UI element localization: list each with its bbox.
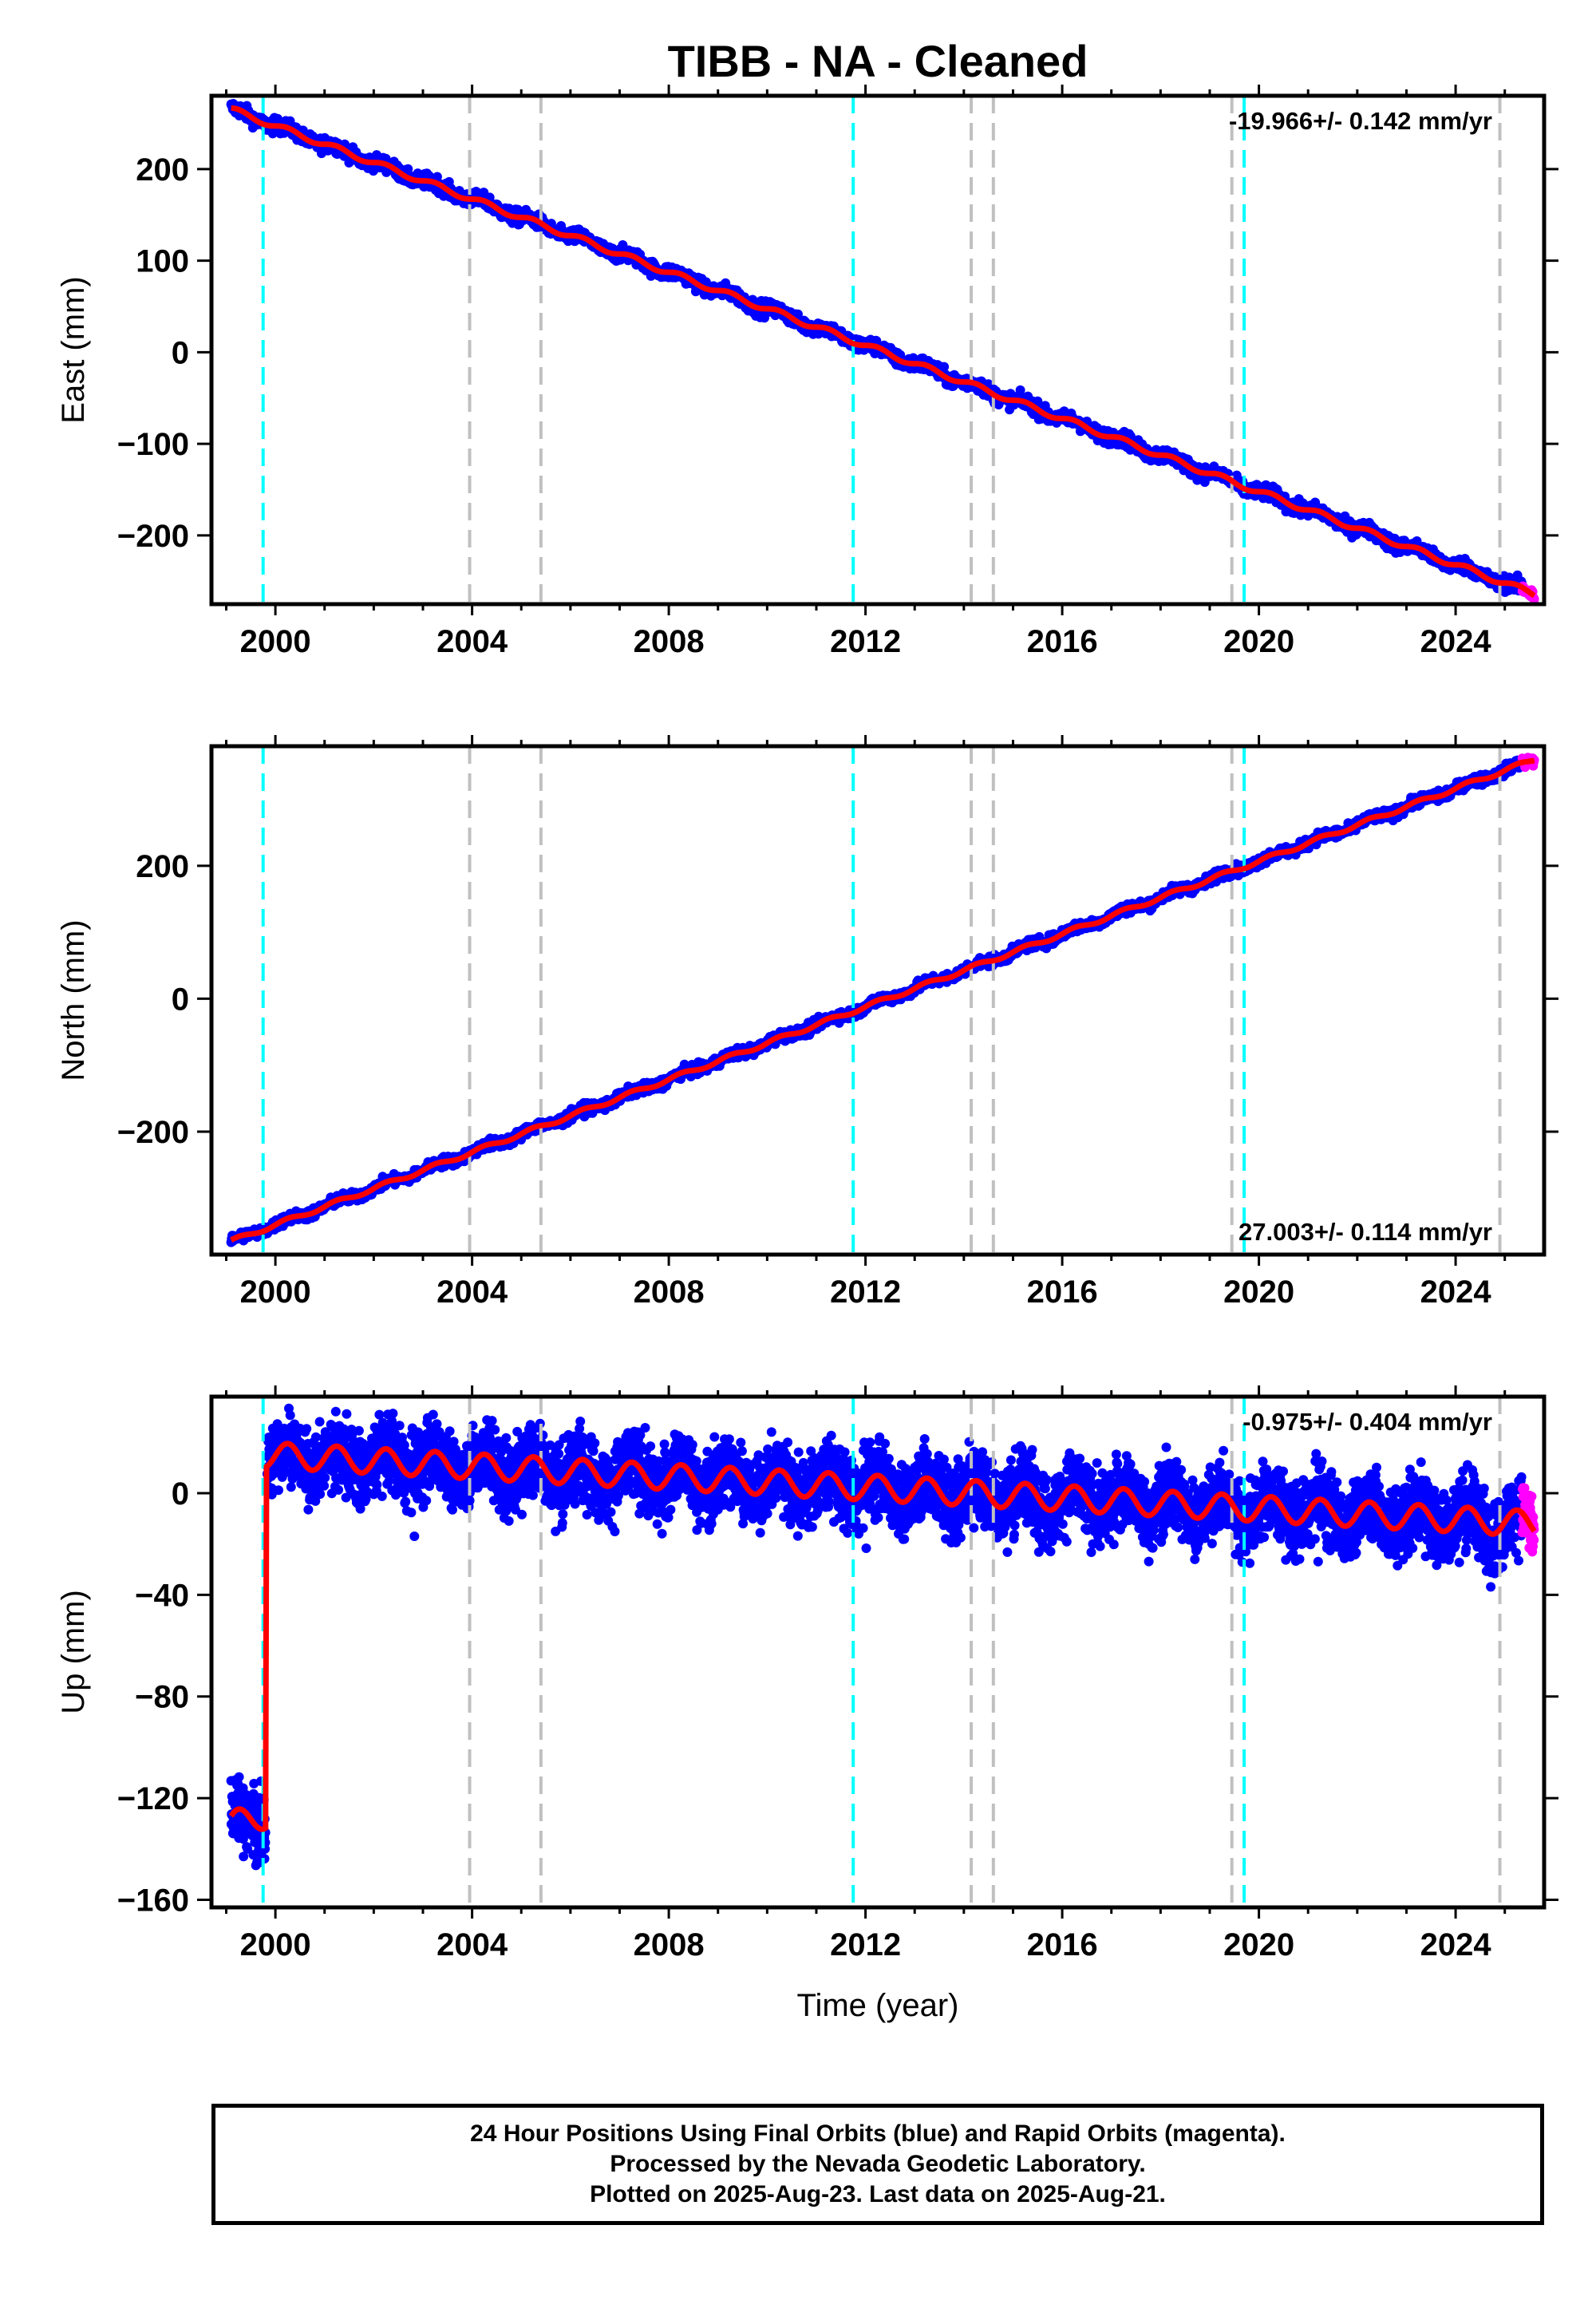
plot-frame-north [209, 744, 1547, 1257]
y-tick-label: 200 [136, 849, 189, 884]
y-tick-label: 0 [172, 982, 189, 1017]
x-tick-label: 2016 [1027, 624, 1098, 659]
x-tick-label: 2024 [1420, 624, 1492, 659]
x-tick-label: 2024 [1420, 1275, 1492, 1310]
x-tick-label: 2012 [830, 1275, 901, 1310]
rate-annotation: -19.966+/- 0.142 mm/yr [1229, 107, 1492, 135]
y-tick-label: 100 [136, 244, 189, 279]
x-tick-label: 2020 [1223, 1275, 1294, 1310]
x-tick-label: 2012 [830, 624, 901, 659]
model-line-north [229, 757, 1535, 1243]
x-axis-label: Time (year) [797, 1988, 959, 2023]
x-tick-label: 2016 [1027, 1275, 1098, 1310]
final-orbit-point [793, 309, 803, 319]
final-orbit-point [403, 164, 413, 174]
x-tick-label: 2008 [634, 1275, 705, 1310]
y-tick-label: 0 [172, 335, 189, 370]
x-tick-label: 2000 [240, 624, 311, 659]
panel-east: 2000 2004 2008 2012 2016 2020 2024 200 100 0 −100 −… [56, 85, 1558, 659]
panel-north: 2000 2004 2008 2012 2016 2020 20242000−200Nort… [56, 735, 1558, 1310]
x-tick-label: 2020 [1223, 624, 1294, 659]
y-tick-label: 200 [136, 152, 189, 188]
plot-frame-east [209, 93, 1547, 607]
x-tick-label: 2004 [437, 624, 508, 659]
y-axis-label: North (mm) [56, 919, 91, 1081]
x-tick-label: 2004 [437, 1275, 508, 1310]
rate-annotation: 27.003+/- 0.114 mm/yr [1238, 1218, 1492, 1246]
final-orbit-point [939, 362, 950, 372]
model-line-east [231, 105, 1536, 599]
x-tick-label: 2008 [634, 624, 705, 659]
y-tick-label: −200 [117, 519, 189, 554]
chart-title: TIBB - NA - Cleaned [668, 36, 1088, 86]
y-tick-label: −200 [117, 1115, 189, 1150]
final-orbit-point [1033, 396, 1043, 406]
y-tick-label: −100 [117, 427, 189, 462]
y-axis-label: East (mm) [56, 276, 91, 423]
x-tick-label: 2000 [240, 1275, 311, 1310]
